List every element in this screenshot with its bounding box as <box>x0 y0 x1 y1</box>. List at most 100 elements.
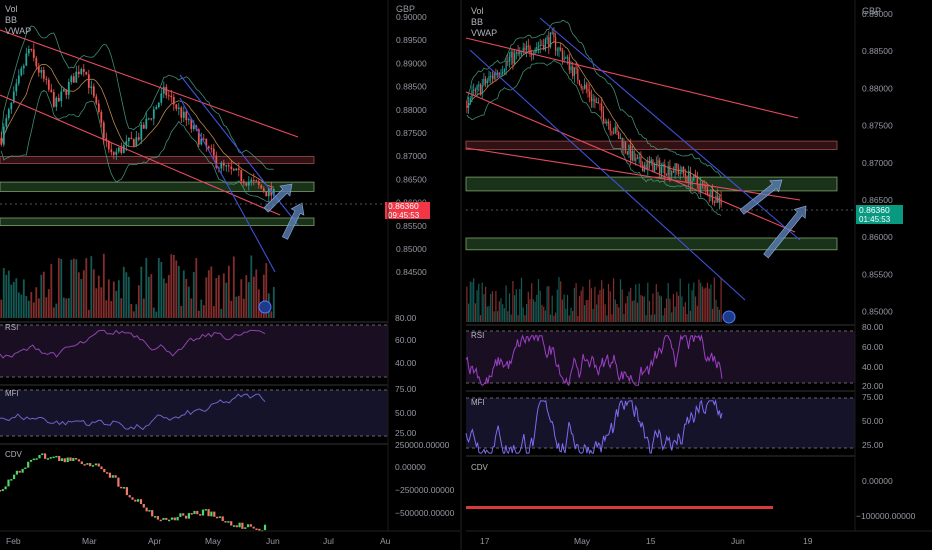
candle[interactable] <box>5 118 8 127</box>
candle[interactable] <box>85 71 88 75</box>
candle[interactable] <box>122 145 125 153</box>
cdv-label[interactable]: CDV <box>5 450 23 459</box>
event-badge-icon[interactable] <box>258 300 272 314</box>
candle[interactable] <box>515 52 517 54</box>
candle[interactable] <box>130 137 133 140</box>
candle[interactable] <box>90 86 93 88</box>
candle[interactable] <box>491 75 494 79</box>
candle[interactable] <box>137 137 140 140</box>
indicator-label-bb[interactable]: BB <box>471 17 483 27</box>
candle[interactable] <box>262 188 265 192</box>
candle[interactable] <box>207 146 210 149</box>
candle[interactable] <box>638 157 640 159</box>
trend-line-red[interactable] <box>0 29 299 138</box>
candle[interactable] <box>67 82 70 95</box>
candle[interactable] <box>503 69 505 72</box>
candle[interactable] <box>190 119 193 129</box>
candle[interactable] <box>197 129 200 145</box>
candle[interactable] <box>498 72 500 75</box>
candle[interactable] <box>500 73 502 75</box>
candle[interactable] <box>616 126 618 132</box>
candle[interactable] <box>601 103 603 112</box>
candle[interactable] <box>267 187 270 197</box>
candle[interactable] <box>555 37 557 51</box>
candle[interactable] <box>110 149 113 153</box>
candle[interactable] <box>710 189 712 197</box>
candle[interactable] <box>669 165 671 176</box>
candle[interactable] <box>563 57 565 60</box>
candle[interactable] <box>599 103 601 105</box>
candle[interactable] <box>488 76 490 81</box>
candle[interactable] <box>507 61 509 62</box>
candle[interactable] <box>623 142 625 149</box>
candle[interactable] <box>712 189 714 202</box>
candle[interactable] <box>107 141 110 150</box>
candle[interactable] <box>230 166 233 169</box>
candle[interactable] <box>558 47 560 51</box>
candle[interactable] <box>715 195 717 203</box>
candle[interactable] <box>631 151 633 161</box>
candle[interactable] <box>40 70 43 73</box>
candle[interactable] <box>587 89 589 92</box>
candle[interactable] <box>260 185 263 189</box>
candle[interactable] <box>633 151 635 161</box>
candle[interactable] <box>619 138 622 140</box>
candle[interactable] <box>539 44 541 47</box>
candle[interactable] <box>577 69 579 81</box>
candle[interactable] <box>625 142 627 152</box>
candle[interactable] <box>167 95 170 97</box>
candle[interactable] <box>657 160 659 164</box>
candle[interactable] <box>679 172 681 174</box>
candle[interactable] <box>47 79 50 90</box>
candle[interactable] <box>517 52 519 54</box>
candle[interactable] <box>660 167 662 174</box>
candle[interactable] <box>594 98 596 103</box>
candle[interactable] <box>25 53 28 66</box>
candle[interactable] <box>135 137 138 146</box>
candle[interactable] <box>659 160 661 174</box>
candle[interactable] <box>180 107 183 118</box>
candle[interactable] <box>537 46 540 48</box>
candle[interactable] <box>677 168 680 174</box>
candle[interactable] <box>75 71 78 83</box>
candle[interactable] <box>573 67 575 77</box>
candle[interactable] <box>561 50 563 60</box>
candle[interactable] <box>192 125 195 129</box>
indicator-label-vol[interactable]: Vol <box>5 4 18 14</box>
candle[interactable] <box>27 49 30 54</box>
candle[interactable] <box>187 119 190 121</box>
candle[interactable] <box>20 68 23 76</box>
support-zone[interactable] <box>465 237 838 251</box>
candle[interactable] <box>556 50 558 52</box>
candle[interactable] <box>546 37 548 40</box>
candle[interactable] <box>642 165 644 172</box>
candle[interactable] <box>127 137 130 142</box>
candle[interactable] <box>466 101 468 108</box>
candle[interactable] <box>703 183 705 185</box>
candle[interactable] <box>621 138 623 149</box>
candle[interactable] <box>613 132 615 134</box>
candle[interactable] <box>52 92 55 107</box>
candle[interactable] <box>202 138 205 140</box>
candle[interactable] <box>252 179 255 181</box>
candle[interactable] <box>549 32 552 48</box>
candle[interactable] <box>681 166 683 173</box>
candle[interactable] <box>478 84 480 86</box>
candle[interactable] <box>584 84 586 89</box>
candle[interactable] <box>237 168 240 171</box>
candle[interactable] <box>145 118 148 129</box>
candle[interactable] <box>177 107 180 109</box>
candle[interactable] <box>589 91 591 97</box>
candle[interactable] <box>227 165 230 167</box>
candle[interactable] <box>479 84 482 95</box>
candle[interactable] <box>82 69 85 72</box>
candle[interactable] <box>604 121 606 124</box>
candle[interactable] <box>162 86 165 94</box>
candle[interactable] <box>265 191 268 197</box>
candle[interactable] <box>652 159 654 173</box>
candle[interactable] <box>607 121 610 124</box>
candle[interactable] <box>483 78 485 85</box>
candle[interactable] <box>694 174 697 178</box>
cdv-label[interactable]: CDV <box>471 463 489 472</box>
candle[interactable] <box>667 165 669 176</box>
